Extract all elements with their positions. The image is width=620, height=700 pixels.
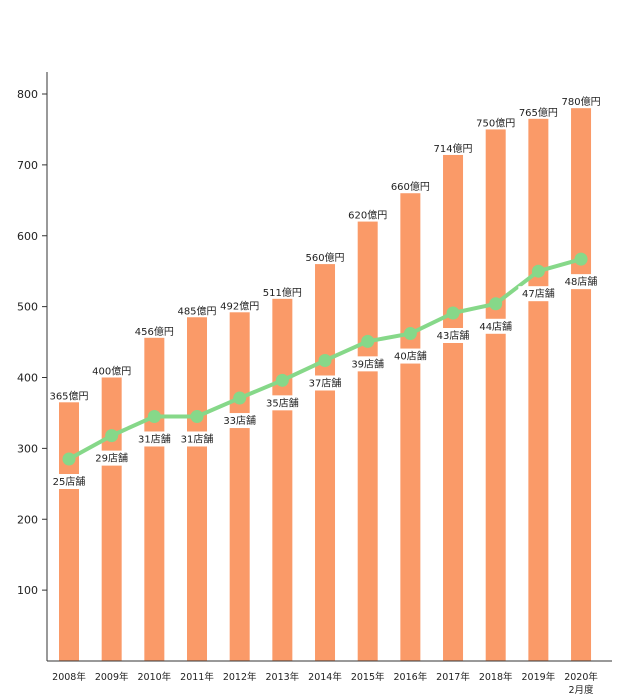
- x-tick-label: 2013年: [266, 671, 300, 683]
- store-label-bg: [475, 318, 516, 334]
- y-tick-label: 200: [17, 513, 38, 526]
- store-label-bg: [347, 356, 388, 372]
- axis-layer: 100 200 300 400 500 600 700 800 2008年 2009年 2010年 2…: [17, 72, 612, 696]
- bar: [443, 154, 464, 661]
- store-count-label: 25店舗: [53, 475, 86, 488]
- store-count-label: 47店舗: [522, 287, 555, 300]
- store-count-label: 37店舗: [309, 376, 342, 389]
- store-label-bg: [390, 348, 431, 364]
- store-label-bg: [177, 431, 218, 447]
- bar-value-label: 660億円: [391, 180, 430, 193]
- y-tick-label: 300: [17, 442, 38, 455]
- store-count-point: [318, 353, 332, 367]
- store-count-label: 29店舗: [95, 452, 128, 465]
- line-layer: [62, 252, 588, 466]
- store-count-point: [147, 409, 161, 423]
- store-label-bg: [219, 413, 260, 429]
- y-tick-label: 500: [17, 301, 38, 314]
- x-tick-label: 2009年: [95, 671, 129, 683]
- x-tick-label: 2018年: [479, 671, 513, 683]
- bar: [272, 298, 293, 661]
- store-count-label: 43店舗: [437, 329, 470, 342]
- x-tick-label: 2019年: [522, 671, 556, 683]
- store-label-bg: [49, 474, 89, 490]
- store-count-point: [403, 327, 417, 341]
- bar-value-label: 485億円: [177, 304, 216, 317]
- store-label-bg: [262, 395, 303, 411]
- store-count-label: 40店舗: [394, 350, 427, 363]
- bar-value-label: 765億円: [519, 106, 558, 119]
- store-label-bg: [91, 450, 132, 466]
- store-count-point: [105, 429, 119, 443]
- x-tick-label: 2008年: [52, 671, 86, 683]
- store-count-point: [446, 306, 460, 320]
- bar: [485, 129, 506, 661]
- x-tick-label: 2月度: [569, 684, 595, 696]
- bar-value-label: 365億円: [49, 389, 88, 402]
- bar-value-label: 714億円: [433, 142, 472, 155]
- bar-value-label: 780億円: [561, 95, 600, 108]
- store-label-bg: [305, 375, 346, 391]
- store-count-label: 44店舗: [479, 320, 512, 333]
- bar-value-label: 456億円: [135, 325, 174, 338]
- x-tick-label: 2012年: [223, 671, 257, 683]
- bar: [357, 221, 378, 661]
- bar-value-label: 400億円: [92, 365, 131, 378]
- store-count-point: [233, 391, 247, 405]
- bar-value-label: 560億円: [305, 251, 344, 264]
- store-count-label: 35店舗: [266, 396, 299, 409]
- x-tick-label: 2020年: [564, 671, 598, 683]
- x-tick-label: 2011年: [180, 671, 214, 683]
- store-count-label: 31店舗: [181, 432, 214, 445]
- bar: [528, 118, 549, 661]
- store-count-label: 39店舗: [351, 357, 384, 370]
- store-count-point: [62, 452, 76, 466]
- store-label-bg: [518, 286, 559, 302]
- y-tick-label: 400: [17, 372, 38, 385]
- x-tick-label: 2014年: [308, 671, 342, 683]
- bar: [144, 337, 165, 661]
- y-tick-label: 100: [17, 584, 38, 597]
- store-count-point: [361, 334, 375, 348]
- bar: [229, 312, 250, 661]
- x-tick-label: 2015年: [351, 671, 385, 683]
- store-count-label: 31店舗: [138, 432, 171, 445]
- x-tick-label: 2016年: [394, 671, 428, 683]
- bar: [187, 317, 208, 661]
- y-tick-label: 800: [17, 88, 38, 101]
- bar: [400, 193, 421, 661]
- store-count-point: [190, 409, 204, 423]
- store-count-point: [275, 373, 289, 387]
- store-count-point: [574, 252, 588, 266]
- store-label-bg: [433, 328, 474, 344]
- bar: [101, 377, 122, 661]
- x-tick-label: 2017年: [436, 671, 470, 683]
- bar: [59, 402, 79, 661]
- bar-value-label: 511億円: [263, 286, 302, 299]
- y-tick-label: 600: [17, 230, 38, 243]
- bars-layer: [59, 108, 592, 662]
- store-label-bg: [134, 431, 175, 447]
- store-count-point: [531, 264, 545, 278]
- store-count-label: 48店舗: [565, 275, 598, 288]
- bar-value-label: 620億円: [348, 209, 387, 222]
- store-count-label: 33店舗: [223, 414, 256, 427]
- bar: [315, 264, 336, 661]
- bar-value-label: 750億円: [476, 116, 515, 129]
- store-count-point: [489, 297, 503, 311]
- store-label-bg: [561, 274, 602, 290]
- y-tick-label: 700: [17, 159, 38, 172]
- bar-value-label: 492億円: [220, 299, 259, 312]
- bar: [571, 108, 592, 662]
- x-tick-label: 2010年: [137, 671, 171, 683]
